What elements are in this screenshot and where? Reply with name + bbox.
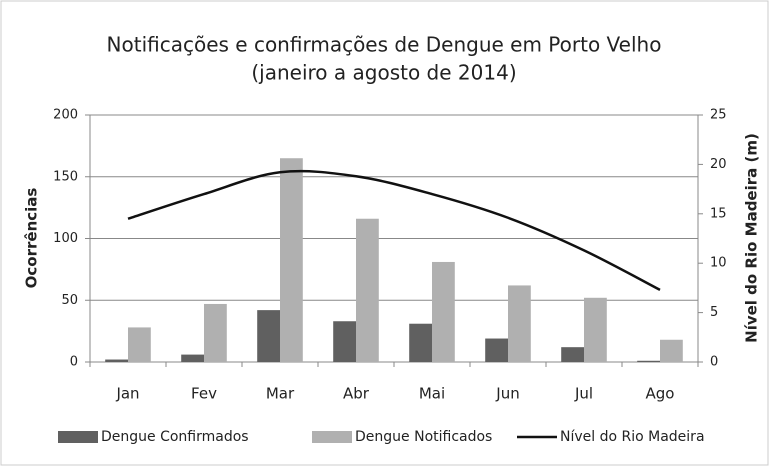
y-tick-label: 50	[61, 293, 78, 308]
bar	[637, 360, 660, 362]
bar	[280, 158, 303, 362]
y-axis-title: Ocorrências	[23, 188, 41, 289]
y-tick-label: 0	[70, 355, 78, 370]
x-tick-label: Mai	[419, 385, 445, 403]
y2-axis-title: Nível do Rio Madeira (m)	[743, 133, 761, 343]
line	[127, 169, 661, 291]
bar	[333, 321, 356, 362]
bar	[584, 297, 607, 362]
legend-label: Nível do Rio Madeira	[560, 429, 705, 445]
y2-tick-label: 15	[710, 206, 727, 221]
bar	[257, 310, 280, 362]
x-tick-label: Ago	[646, 385, 675, 403]
chart-title: Notificações e confirmações de Dengue em…	[107, 33, 662, 57]
x-tick-label: Fev	[191, 385, 217, 403]
bar	[508, 285, 531, 362]
legend-label: Dengue Confirmados	[101, 429, 249, 445]
legend-swatch	[58, 431, 98, 443]
bar	[485, 338, 508, 362]
y2-tick-label: 0	[710, 355, 718, 370]
bar	[561, 347, 584, 362]
x-tick-label: Mar	[266, 385, 295, 403]
x-tick-label: Jul	[574, 385, 593, 403]
legend-label: Dengue Notificados	[355, 429, 492, 445]
x-tick-label: Abr	[343, 385, 370, 403]
legend-swatch	[312, 431, 352, 443]
bar	[204, 303, 227, 362]
bar	[105, 359, 128, 362]
x-tick-label: Jun	[495, 385, 519, 403]
bar	[356, 218, 379, 362]
bar	[432, 261, 455, 362]
y2-tick-label: 20	[710, 157, 727, 172]
chart-subtitle: (janeiro a agosto de 2014)	[251, 61, 516, 85]
bar	[128, 327, 151, 362]
x-tick-label: Jan	[115, 385, 139, 403]
bar	[181, 354, 204, 362]
y2-tick-label: 25	[710, 108, 727, 123]
bar	[409, 323, 432, 362]
y-tick-label: 100	[53, 231, 78, 246]
y-tick-label: 150	[53, 169, 78, 184]
y2-tick-label: 10	[710, 256, 727, 271]
bar	[660, 339, 683, 362]
y2-tick-label: 5	[710, 305, 718, 320]
y-tick-label: 200	[53, 108, 78, 123]
